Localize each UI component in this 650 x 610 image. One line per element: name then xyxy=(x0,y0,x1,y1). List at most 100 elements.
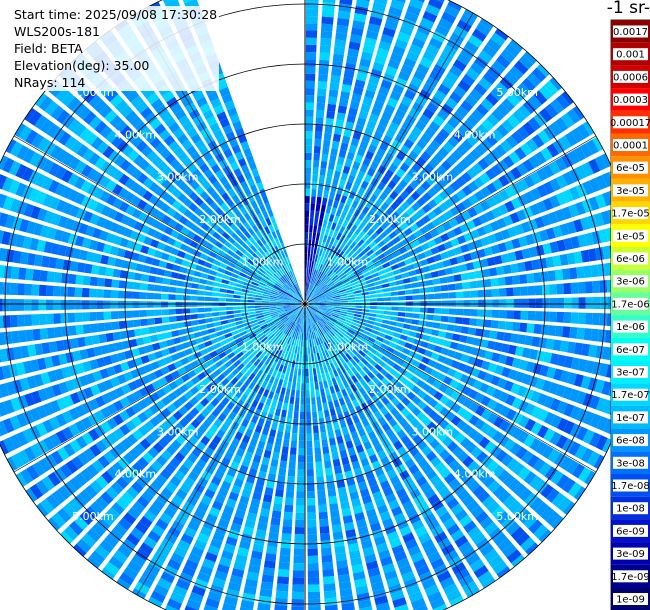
ray-gate xyxy=(396,429,407,440)
ray-gate xyxy=(314,382,319,390)
ray-gate xyxy=(112,268,121,278)
ray-gate xyxy=(305,152,312,161)
ray-gate xyxy=(255,294,263,298)
ray-gate xyxy=(538,529,552,543)
ray-gate xyxy=(478,213,489,225)
ray-gate xyxy=(456,53,471,66)
ray-gate xyxy=(270,517,281,526)
ray-gate xyxy=(355,305,363,309)
ray-gate xyxy=(219,339,228,346)
ray-gate xyxy=(376,306,385,310)
ray-gate xyxy=(484,441,496,454)
ray-gate xyxy=(18,330,27,343)
ray-gate xyxy=(224,360,233,368)
ray-gate xyxy=(318,381,324,390)
ray-gate xyxy=(61,326,70,337)
ray-gate xyxy=(277,576,289,585)
ray-gate xyxy=(438,17,453,31)
ray-gate xyxy=(271,451,280,461)
ray-gate xyxy=(316,255,321,263)
ray-gate xyxy=(472,260,482,270)
ray-gate xyxy=(327,356,333,364)
ray-gate xyxy=(392,157,402,167)
ray-gate xyxy=(138,425,149,437)
ray-gate xyxy=(109,115,123,128)
ray-gate xyxy=(317,321,323,328)
ray-gate xyxy=(170,102,183,115)
ray-gate xyxy=(65,460,79,474)
ray-gate xyxy=(351,375,359,384)
ray-gate xyxy=(490,375,501,386)
ray-gate xyxy=(517,104,531,119)
ray-gate xyxy=(483,246,493,257)
ray-gate xyxy=(305,160,312,168)
ray-gate xyxy=(443,517,457,530)
ray-gate xyxy=(261,305,270,308)
ray-gate xyxy=(577,281,586,294)
ray-gate xyxy=(212,180,222,191)
ray-gate xyxy=(359,336,368,343)
ray-gate xyxy=(307,307,310,310)
ray-gate xyxy=(416,208,426,218)
ray-gate xyxy=(35,422,48,437)
ray-gate xyxy=(268,224,275,233)
ray-gate xyxy=(582,429,595,445)
ray-gate xyxy=(308,598,321,607)
ray-gate xyxy=(286,366,291,375)
ray-gate xyxy=(307,298,311,302)
ray-gate xyxy=(348,424,357,433)
ray-gate xyxy=(57,244,68,257)
ray-gate xyxy=(41,176,54,191)
ray-gate xyxy=(384,104,396,115)
ray-gate xyxy=(198,284,206,290)
ray-gate xyxy=(74,192,86,205)
ray-gate xyxy=(112,169,124,182)
ray-gate xyxy=(450,503,464,516)
ray-gate xyxy=(62,426,74,440)
ray-gate xyxy=(163,270,173,278)
ray-gate xyxy=(333,308,341,311)
ray-gate xyxy=(307,512,317,520)
ray-gate xyxy=(589,432,602,448)
ray-gate xyxy=(492,485,506,499)
ray-gate xyxy=(312,254,316,262)
ray-gate xyxy=(183,253,193,261)
ray-gate xyxy=(253,327,262,333)
ray-gate xyxy=(54,183,67,197)
ray-gate xyxy=(90,136,104,150)
ray-gate xyxy=(103,311,112,320)
ray-gate xyxy=(342,278,350,285)
ray-gate xyxy=(358,212,366,221)
ray-gate xyxy=(333,335,341,342)
ray-gate xyxy=(538,462,552,477)
ray-gate xyxy=(375,197,384,207)
ray-gate xyxy=(327,331,334,338)
ray-gate xyxy=(169,323,178,330)
ray-gate xyxy=(287,410,293,419)
ray-gate xyxy=(320,241,326,250)
ray-gate xyxy=(364,37,377,47)
ray-gate xyxy=(200,272,209,279)
ray-gate xyxy=(248,311,256,315)
ray-gate xyxy=(60,530,74,545)
ray-gate xyxy=(370,203,380,213)
ray-gate xyxy=(523,471,537,485)
ray-gate xyxy=(297,304,302,305)
ray-gate xyxy=(241,418,250,428)
ray-gate xyxy=(283,302,291,304)
ray-gate xyxy=(93,99,108,114)
ray-gate xyxy=(274,362,281,371)
ray-gate xyxy=(136,233,147,243)
ray-gate xyxy=(371,329,380,336)
ray-gate xyxy=(284,335,290,343)
ray-gate xyxy=(53,229,64,242)
ray-gate xyxy=(307,298,310,302)
ray-gate xyxy=(305,307,307,312)
ray-gate xyxy=(309,368,313,376)
ray-gate xyxy=(385,65,398,77)
ray-gate xyxy=(437,177,449,189)
ray-gate xyxy=(441,292,449,299)
ray-gate xyxy=(345,197,354,206)
ray-gate xyxy=(460,353,470,363)
ray-gate xyxy=(261,456,270,466)
